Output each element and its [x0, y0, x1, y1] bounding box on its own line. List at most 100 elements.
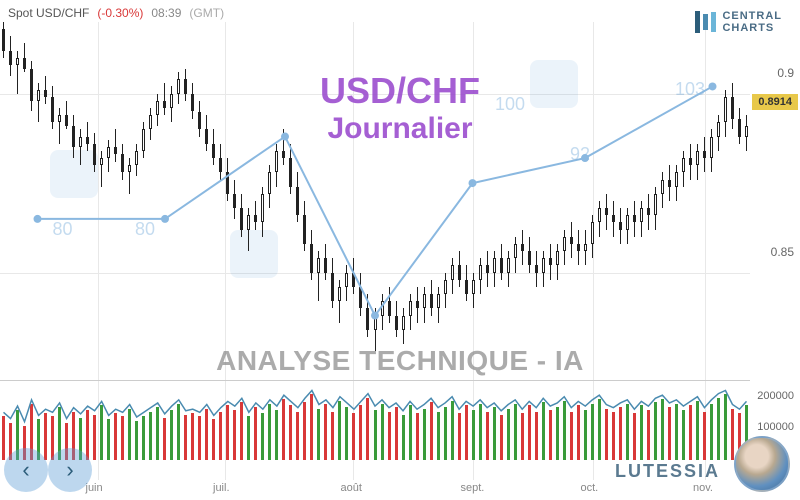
avatar-icon[interactable]	[734, 436, 790, 492]
volume-bar	[44, 413, 47, 460]
price-y-axis: 0.9 0.85 0.8914	[750, 0, 800, 380]
vol-y-tick: 100000	[757, 421, 794, 433]
volume-bar	[2, 416, 5, 460]
volume-bar	[479, 404, 482, 460]
volume-bar	[731, 409, 734, 460]
chart-header: Spot USD/CHF (-0.30%) 08:39 (GMT)	[8, 6, 224, 20]
volume-bar	[563, 401, 566, 460]
volume-bar	[591, 404, 594, 460]
volume-bar	[556, 407, 559, 460]
volume-bar	[338, 401, 341, 460]
volume-bar	[149, 412, 152, 460]
volume-bar	[359, 405, 362, 460]
volume-bar	[345, 407, 348, 460]
chart-container: Spot USD/CHF (-0.30%) 08:39 (GMT) CENTRA…	[0, 0, 800, 500]
volume-bar	[268, 404, 271, 460]
volume-bar	[612, 412, 615, 460]
volume-bar	[619, 407, 622, 460]
volume-bar	[682, 410, 685, 460]
logo-icon	[695, 11, 716, 33]
volume-bar	[317, 409, 320, 460]
volume-bar	[352, 413, 355, 460]
volume-bar	[493, 407, 496, 460]
x-tick-label: sept.	[461, 482, 485, 494]
volume-bar	[254, 407, 257, 460]
volume-bar	[717, 398, 720, 460]
volume-bar	[661, 399, 664, 460]
volume-bar	[247, 416, 250, 460]
volume-bar	[696, 401, 699, 460]
x-tick-label: août	[341, 482, 362, 494]
volume-chart-area[interactable]	[0, 382, 750, 460]
volume-bar	[507, 409, 510, 460]
y-tick-label: 0.85	[771, 245, 794, 259]
volume-bar	[444, 407, 447, 460]
volume-bar	[93, 415, 96, 460]
volume-bar	[486, 412, 489, 460]
volume-bar	[703, 412, 706, 460]
timezone-label: (GMT)	[189, 6, 224, 20]
arrow-left-icon: ‹	[22, 457, 29, 483]
volume-bar	[121, 416, 124, 460]
volume-bar	[668, 407, 671, 460]
volume-bar	[114, 413, 117, 460]
volume-bar	[142, 416, 145, 460]
volume-bar	[219, 412, 222, 460]
x-tick-label: nov.	[693, 482, 713, 494]
volume-bar	[205, 409, 208, 460]
arrow-right-icon: ›	[66, 457, 73, 483]
y-tick-label: 0.9	[777, 66, 794, 80]
volume-bar	[177, 404, 180, 460]
nav-prev-button[interactable]: ‹	[4, 448, 48, 492]
volume-bar	[107, 419, 110, 460]
chart-title: USD/CHF Journalier	[320, 70, 480, 146]
volume-bar	[416, 413, 419, 460]
title-main: USD/CHF	[320, 70, 480, 112]
title-sub: Journalier	[320, 112, 480, 146]
volume-bar	[577, 405, 580, 460]
volume-bar	[170, 410, 173, 460]
volume-bar	[409, 405, 412, 460]
volume-bar	[514, 404, 517, 460]
panel-divider	[0, 380, 750, 381]
volume-bar	[135, 421, 138, 460]
volume-bar	[542, 402, 545, 460]
x-tick-label: juil.	[213, 482, 230, 494]
volume-bar	[535, 412, 538, 460]
volume-bar	[282, 399, 285, 460]
nav-next-button[interactable]: ›	[48, 448, 92, 492]
current-price-badge: 0.8914	[752, 94, 798, 110]
volume-bar	[605, 409, 608, 460]
volume-bar	[331, 412, 334, 460]
volume-bar	[584, 410, 587, 460]
volume-bar	[472, 410, 475, 460]
volume-bar	[324, 404, 327, 460]
logo-text: CENTRAL CHARTS	[722, 10, 782, 34]
volume-bar	[296, 412, 299, 460]
centralcharts-logo[interactable]: CENTRAL CHARTS	[695, 10, 782, 34]
volume-bar	[654, 402, 657, 460]
brand-label: LUTESSIA	[615, 461, 720, 482]
volume-bar	[212, 419, 215, 460]
volume-bar	[598, 399, 601, 460]
volume-bar	[289, 405, 292, 460]
volume-bar	[275, 410, 278, 460]
volume-bar	[128, 409, 131, 460]
volume-bar	[366, 398, 369, 460]
volume-bar	[184, 415, 187, 460]
volume-bar	[198, 416, 201, 460]
volume-bar	[430, 402, 433, 460]
volume-bar	[233, 410, 236, 460]
volume-bar	[465, 405, 468, 460]
volume-bar	[86, 410, 89, 460]
volume-bar	[374, 410, 377, 460]
volume-bar	[388, 412, 391, 460]
volume-bar	[570, 412, 573, 460]
volume-bar	[710, 404, 713, 460]
pair-label: Spot USD/CHF	[8, 6, 89, 20]
x-tick-label: oct.	[581, 482, 599, 494]
volume-bar	[303, 402, 306, 460]
volume-bar	[261, 413, 264, 460]
vol-y-tick: 200000	[757, 390, 794, 402]
x-axis: juinjuil.aoûtsept.oct.nov.	[0, 482, 750, 498]
